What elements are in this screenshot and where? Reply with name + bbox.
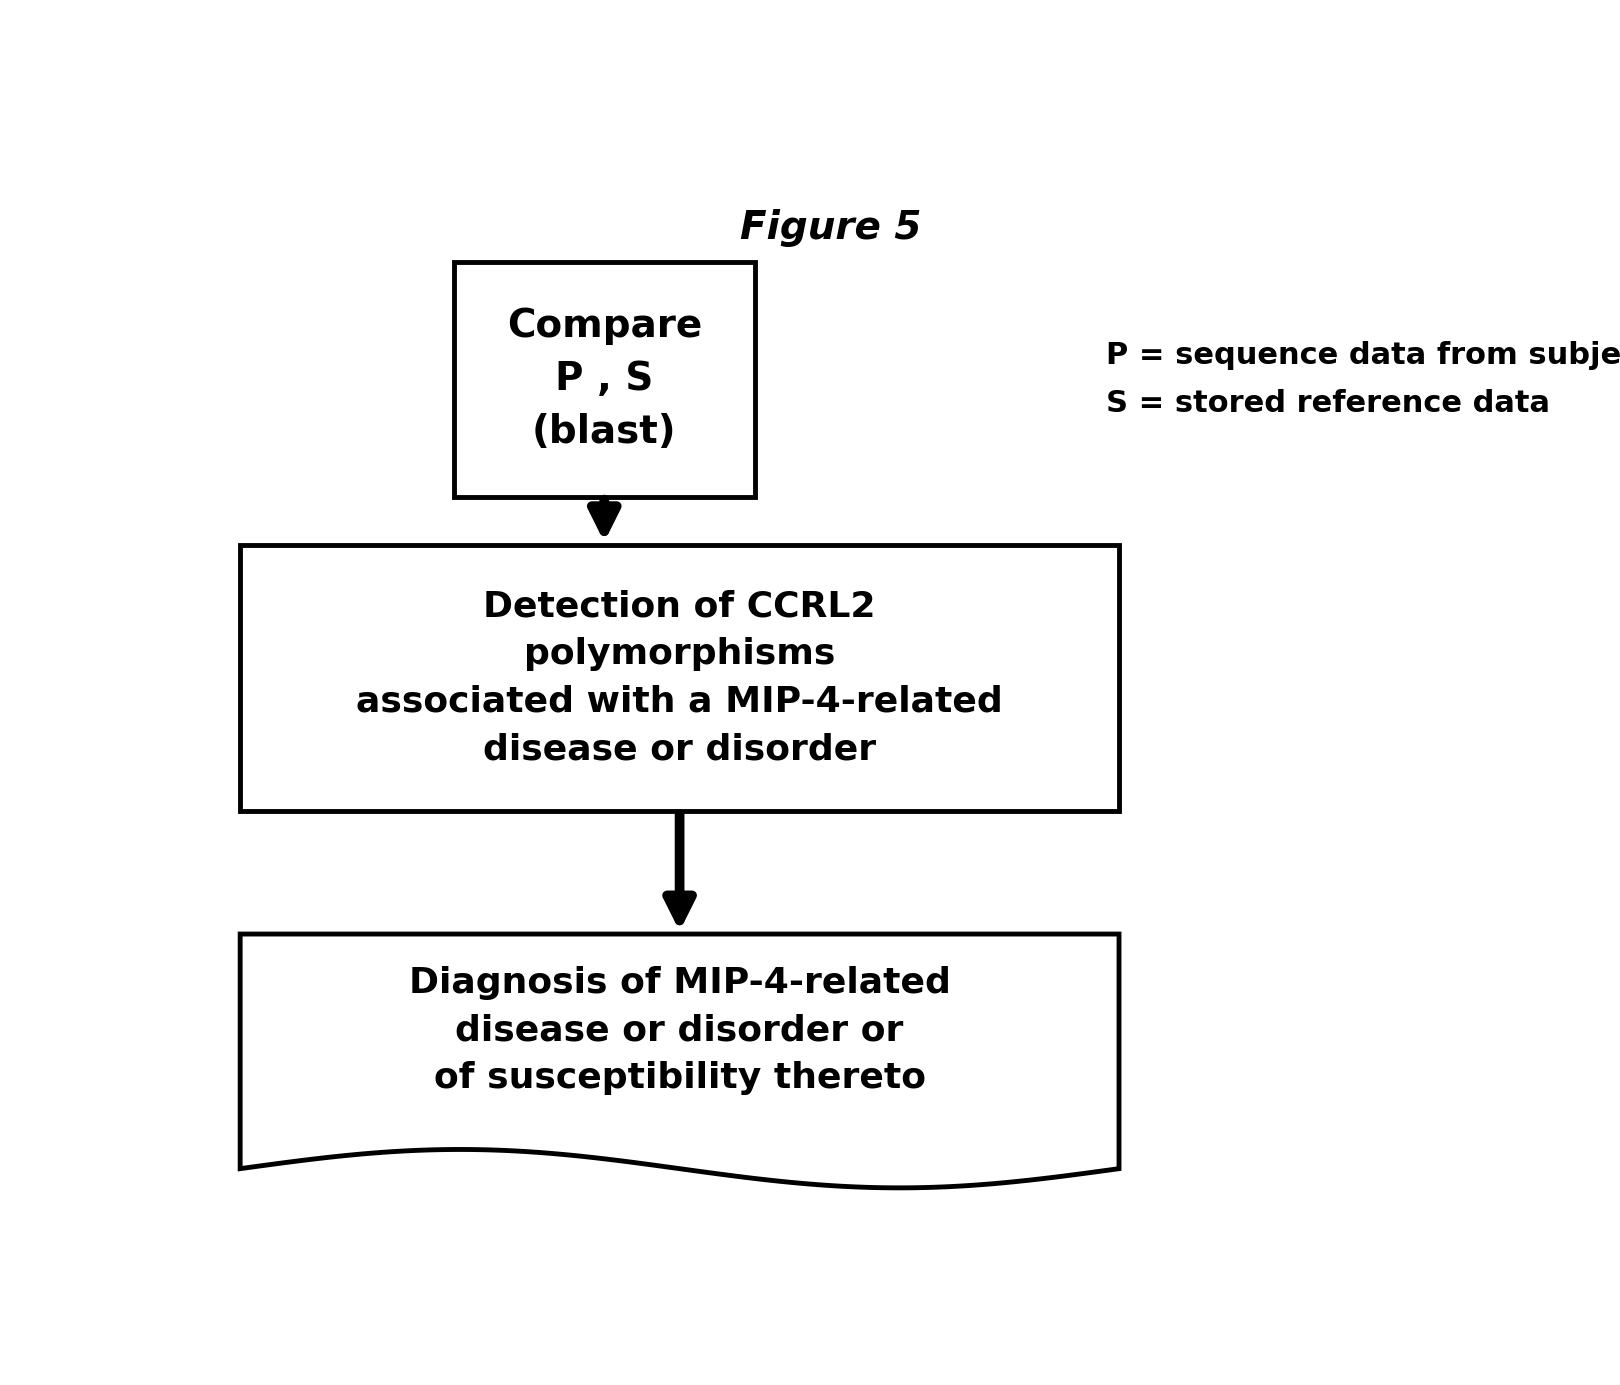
FancyBboxPatch shape bbox=[240, 544, 1119, 812]
Text: P = sequence data from subject
S = stored reference data: P = sequence data from subject S = store… bbox=[1106, 341, 1620, 418]
Text: Compare
P , S
(blast): Compare P , S (blast) bbox=[507, 307, 701, 452]
PathPatch shape bbox=[240, 933, 1119, 1188]
Text: Diagnosis of MIP-4-related
disease or disorder or
of susceptibility thereto: Diagnosis of MIP-4-related disease or di… bbox=[408, 965, 951, 1094]
Text: Detection of CCRL2
polymorphisms
associated with a MIP-4-related
disease or diso: Detection of CCRL2 polymorphisms associa… bbox=[356, 590, 1003, 766]
FancyBboxPatch shape bbox=[454, 262, 755, 497]
Text: Figure 5: Figure 5 bbox=[740, 209, 920, 247]
